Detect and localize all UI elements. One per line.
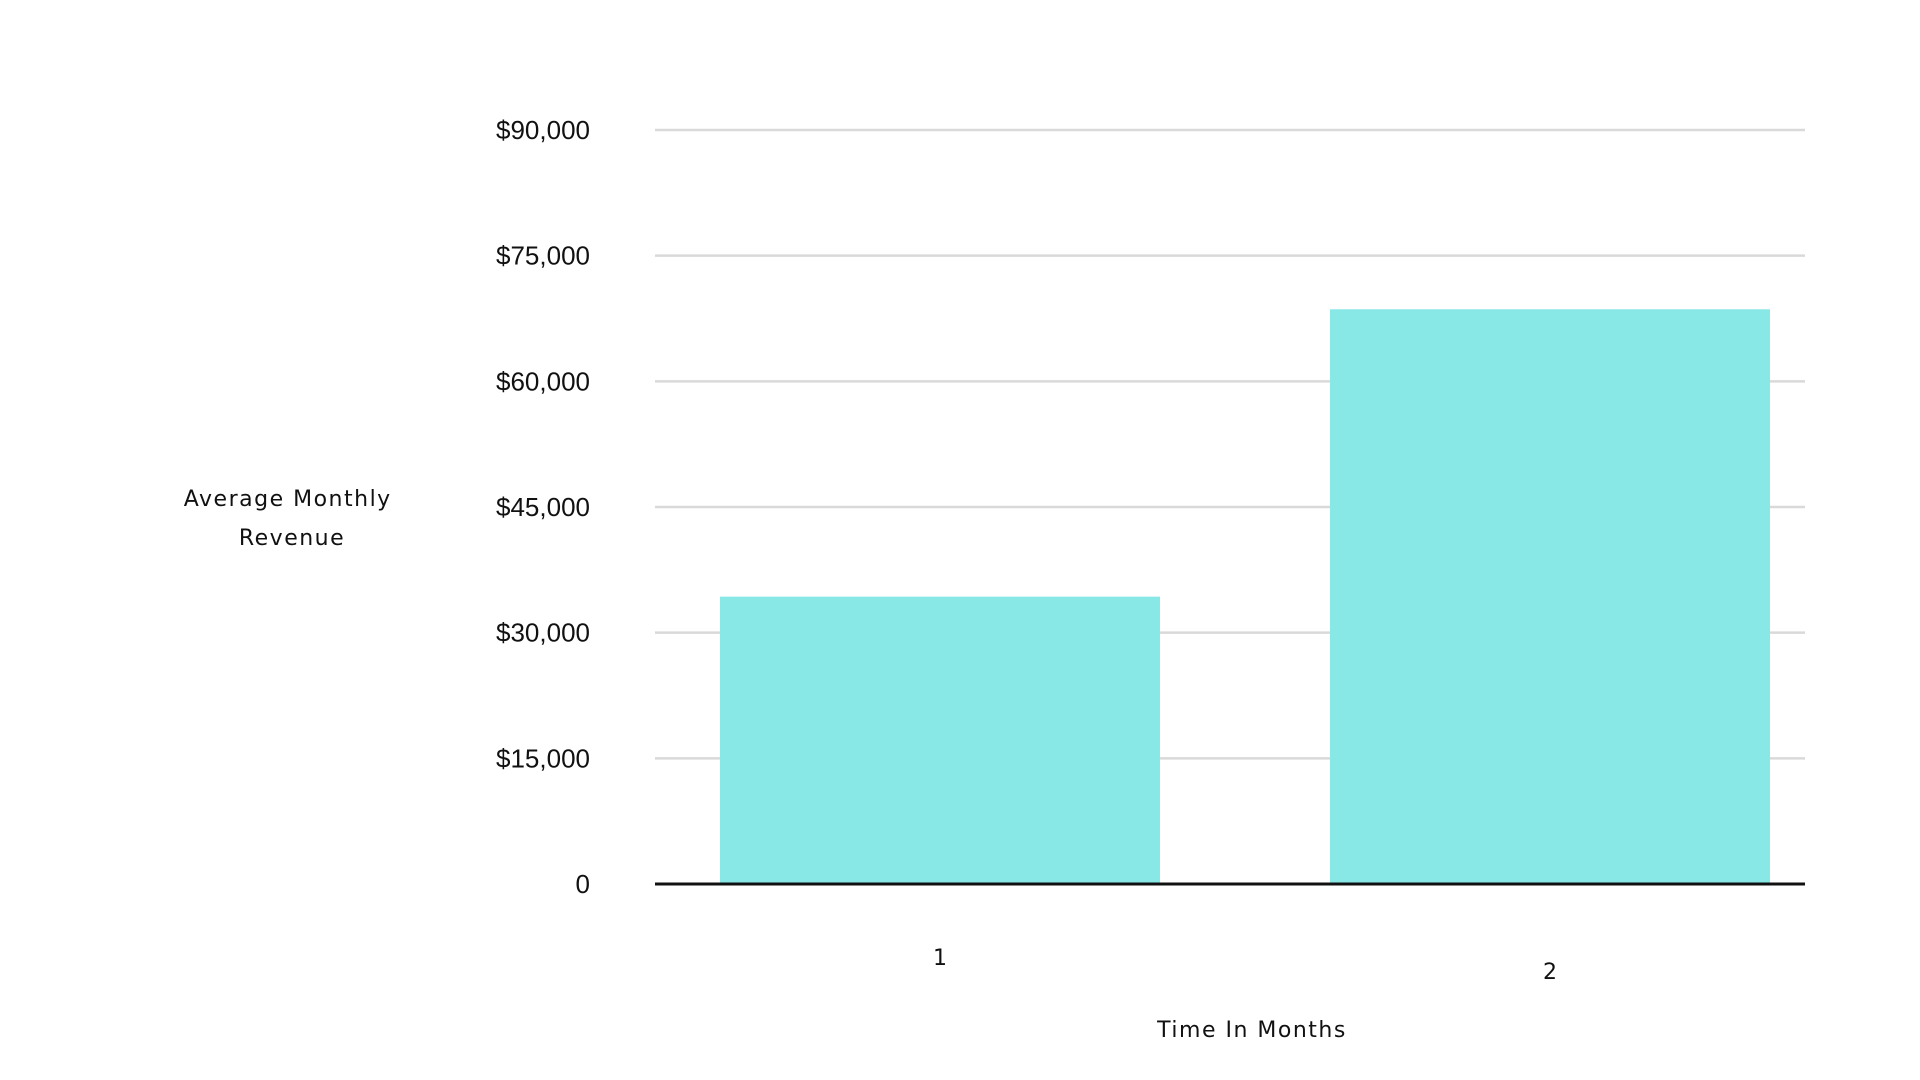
y-tick-label: $90,000	[496, 115, 590, 145]
y-axis-title-line-2: Revenue	[239, 526, 345, 551]
y-axis-title-line-1: Average Monthly	[184, 487, 392, 512]
x-axis-ticks: 12	[933, 946, 1557, 985]
y-tick-label: $15,000	[496, 743, 590, 773]
y-tick-label: $45,000	[496, 492, 590, 522]
x-tick-label: 2	[1543, 960, 1557, 985]
bar-1	[720, 596, 1160, 884]
x-axis-title: Time In Months	[1156, 1018, 1347, 1043]
y-tick-label: $30,000	[496, 618, 590, 648]
y-tick-label: 0	[576, 869, 590, 899]
y-axis-title: Average Monthly Revenue	[184, 487, 400, 551]
y-tick-label: $75,000	[496, 241, 590, 271]
x-tick-label: 1	[933, 946, 947, 971]
bar-2	[1330, 309, 1770, 885]
y-tick-label: $60,000	[496, 366, 590, 396]
y-axis-ticks: 0 $15,000 $30,000 $45,000 $60,000 $75,000 $90,…	[496, 115, 590, 899]
bars	[720, 309, 1770, 885]
